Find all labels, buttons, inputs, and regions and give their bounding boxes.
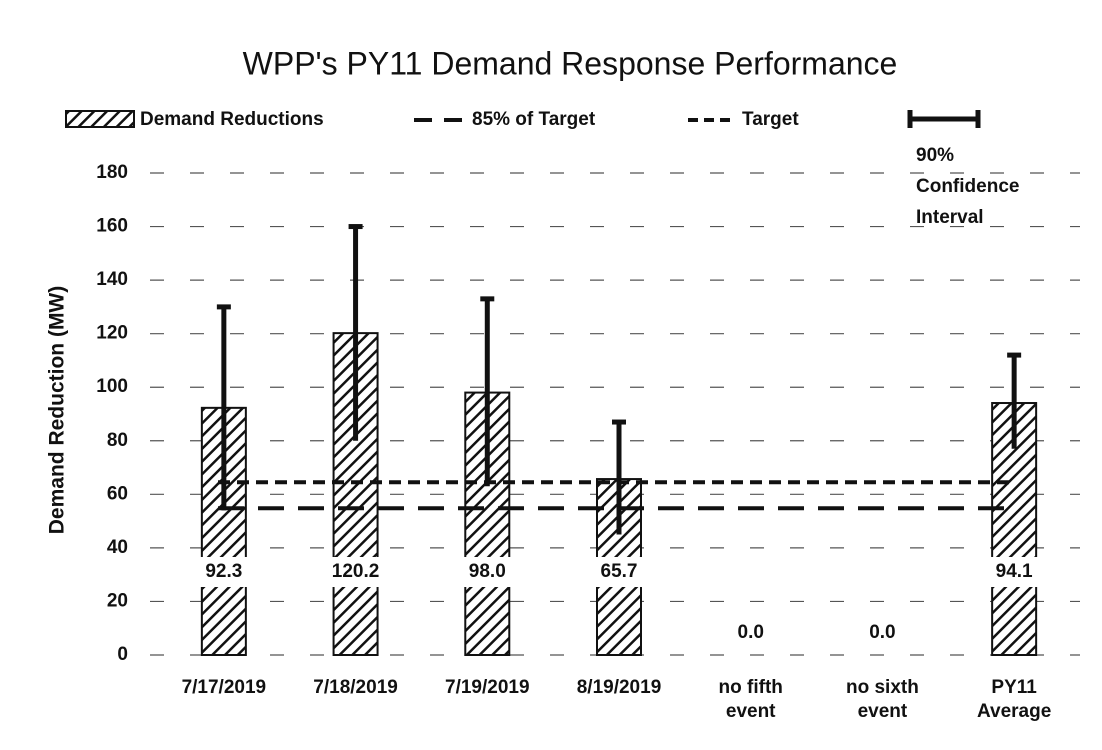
legend-label: 85% of Target <box>472 109 596 130</box>
data-label: 120.2 <box>332 561 380 582</box>
data-label: 0.0 <box>869 622 895 643</box>
data-label: 94.1 <box>996 561 1033 582</box>
data-label: 98.0 <box>469 561 506 582</box>
data-label: 65.7 <box>601 561 638 582</box>
legend-label: 90% Confidence Interval <box>916 145 1020 228</box>
y-tick-label: 140 <box>96 269 128 290</box>
y-tick-label: 160 <box>96 216 128 237</box>
label-bg <box>980 557 1049 587</box>
x-tick-label: 7/18/2019 <box>313 677 398 698</box>
bar <box>332 332 379 656</box>
label-bg <box>585 557 653 587</box>
y-tick-label: 80 <box>107 430 128 451</box>
y-tick-label: 180 <box>96 162 128 183</box>
x-tick-label: no fifth event <box>718 677 783 722</box>
chart-title: WPP's PY11 Demand Response Performance <box>243 45 898 81</box>
x-tick-label: PY11 Average <box>976 677 1052 722</box>
y-tick-label: 0 <box>117 644 128 665</box>
legend-swatch <box>65 110 135 128</box>
y-tick-label: 60 <box>107 483 128 504</box>
label-bg <box>453 557 522 587</box>
label-bg <box>716 618 785 648</box>
y-axis-label: Demand Reduction (MW) <box>46 286 69 534</box>
y-tick-label: 100 <box>96 376 128 397</box>
label-bg <box>321 557 390 587</box>
y-tick-label: 20 <box>107 590 128 611</box>
legend-label: Target <box>742 109 799 130</box>
x-tick-label: 7/19/2019 <box>445 677 530 698</box>
data-label: 92.3 <box>205 561 242 582</box>
label-bg <box>848 618 917 648</box>
x-tick-label: 8/19/2019 <box>576 677 662 698</box>
legend-label: Demand Reductions <box>140 109 324 130</box>
y-tick-label: 40 <box>107 537 128 558</box>
data-label: 0.0 <box>738 622 764 643</box>
legend-ci <box>907 110 981 128</box>
y-tick-label: 120 <box>96 323 128 344</box>
x-tick-label: no sixth event <box>846 677 919 722</box>
x-tick-label: 7/17/2019 <box>181 677 267 698</box>
label-bg <box>189 557 258 587</box>
